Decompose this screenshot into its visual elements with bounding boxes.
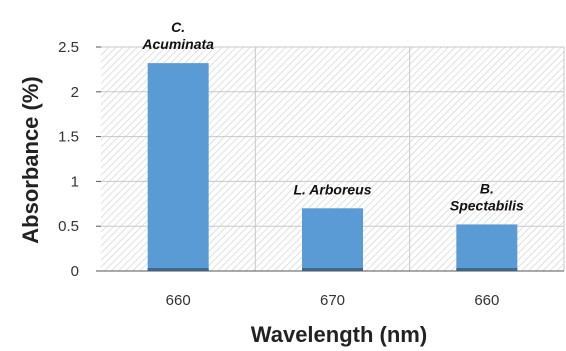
y-tick-label: 0.5: [58, 218, 79, 235]
y-tick-label: 2: [71, 84, 79, 101]
bar: [147, 63, 209, 272]
bar-base: [456, 268, 518, 271]
data-label: Spectabilis: [450, 197, 524, 213]
y-axis-ticks: 0 0.5 1 1.5 2 2.5: [58, 39, 101, 280]
bar: [456, 224, 518, 271]
x-axis-ticks: 660 670 660: [166, 292, 500, 309]
x-axis-title: Wavelength (nm): [251, 322, 427, 347]
bar-base: [147, 268, 209, 271]
bar-base: [302, 268, 363, 271]
data-label: B.: [480, 180, 494, 196]
y-tick-label: 1: [71, 173, 79, 190]
x-tick-label: 660: [166, 292, 191, 309]
bar: [302, 208, 363, 271]
bar-labels: C.Acuminata L. Arboreus B.Spectabilis: [141, 19, 524, 213]
y-tick-label: 1.5: [58, 129, 79, 146]
data-label: L. Arboreus: [293, 181, 371, 197]
y-tick-label: 2.5: [58, 39, 79, 56]
data-label: Acuminata: [141, 36, 214, 52]
bars: [147, 63, 518, 272]
y-tick-label: 0: [71, 263, 79, 280]
data-label: C.: [171, 19, 185, 35]
y-axis-title: Absorbance (%): [18, 76, 43, 243]
x-tick-label: 670: [320, 292, 345, 309]
x-tick-label: 660: [474, 292, 499, 309]
